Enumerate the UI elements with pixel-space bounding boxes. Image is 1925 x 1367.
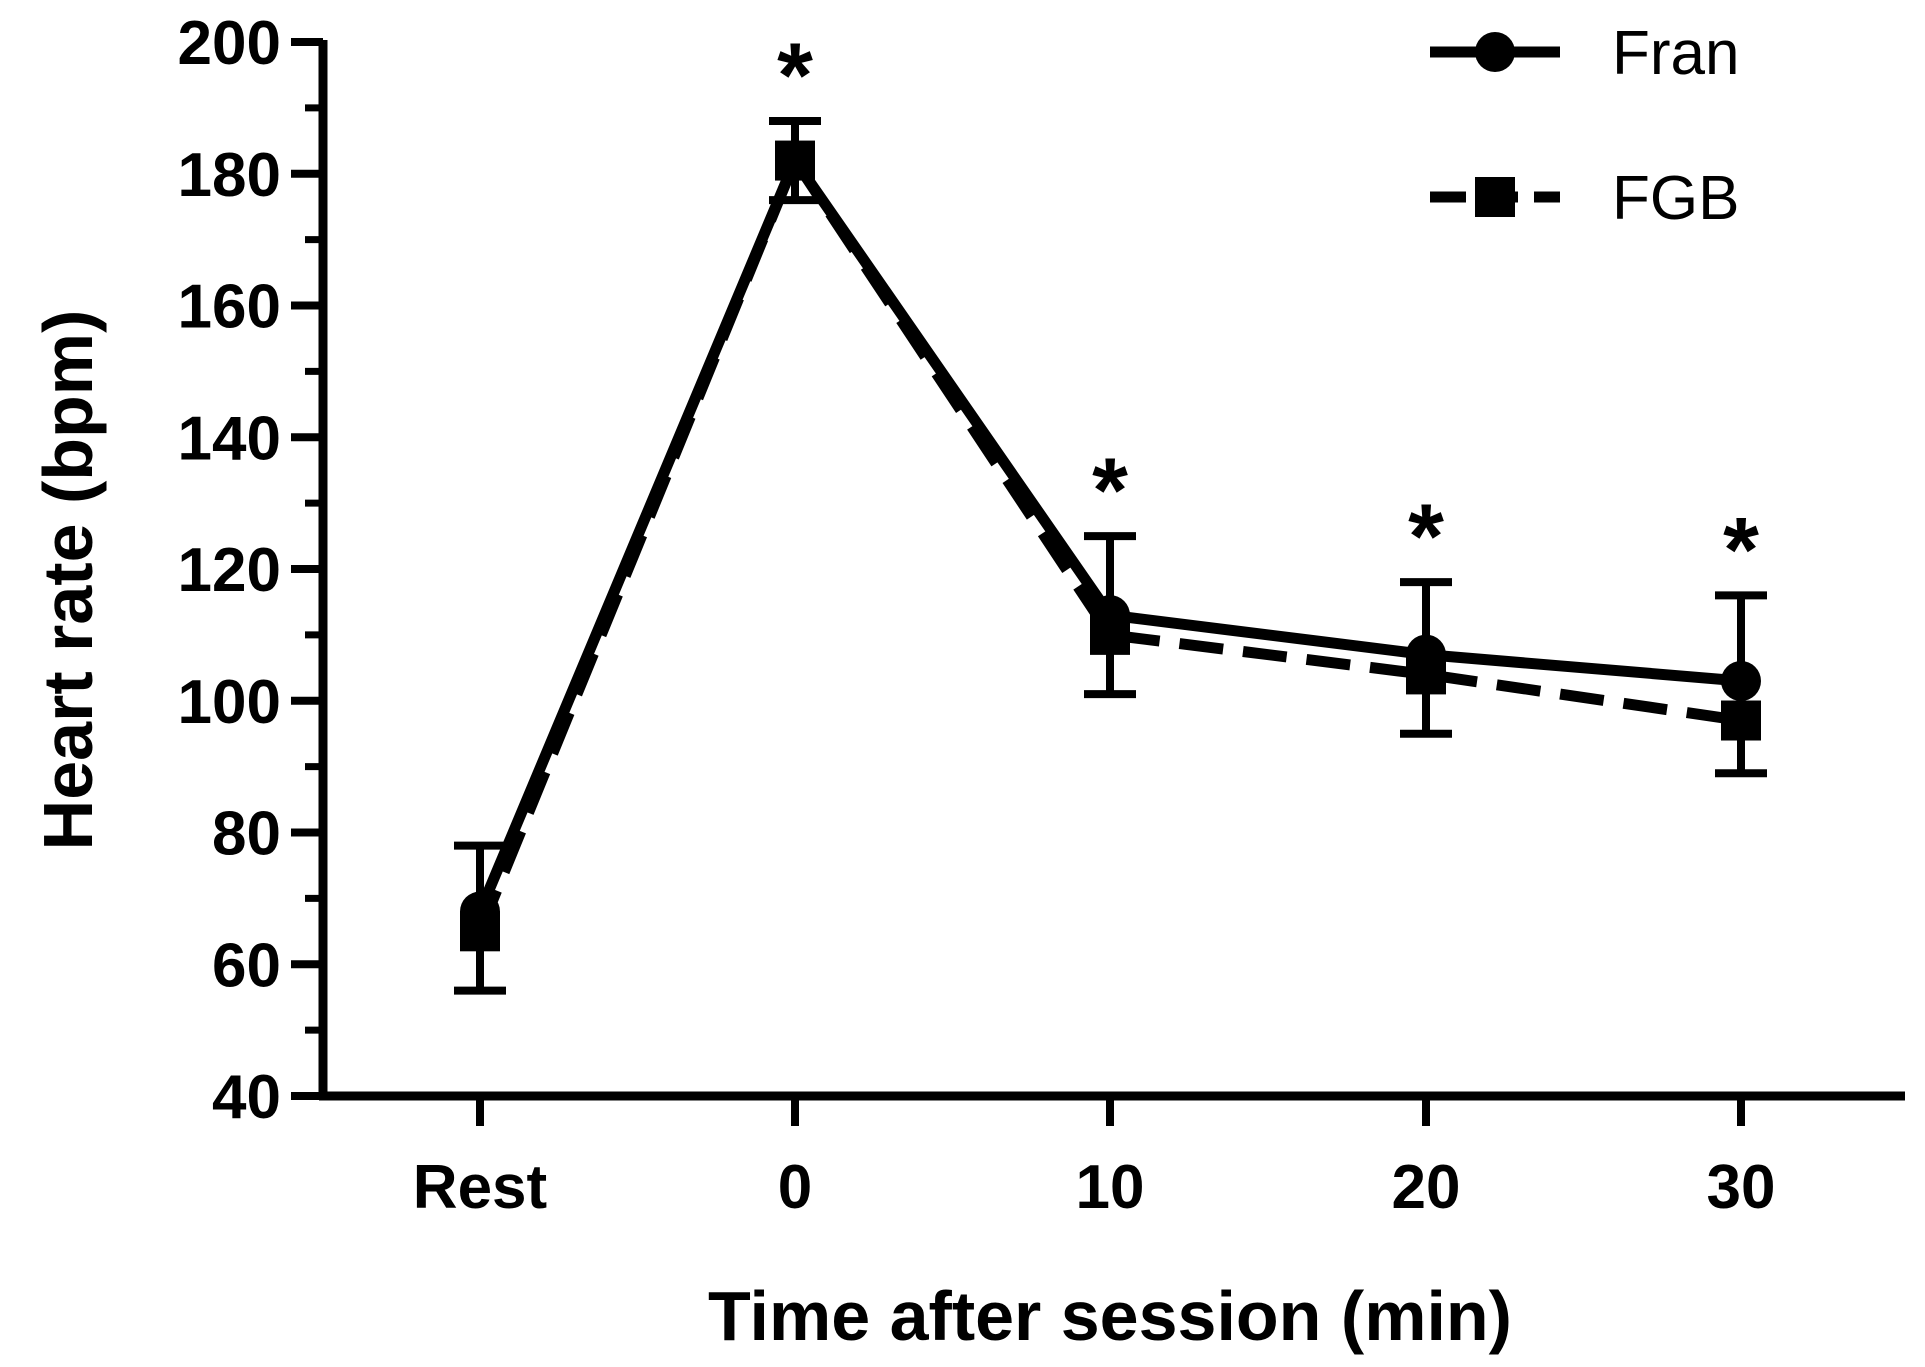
data-point (1721, 660, 1761, 701)
series-layer (454, 117, 1767, 995)
y-tick-label: 160 (178, 273, 281, 342)
y-tick-label: 200 (178, 9, 281, 78)
significance-asterisk: * (1723, 499, 1759, 601)
y-axis-ticks: 40 60 80 100 120 140 160 180 200 (178, 9, 323, 1132)
legend-marker-fgb (1475, 177, 1515, 217)
y-tick-label: 100 (178, 668, 281, 737)
legend-label-fran: Fran (1612, 19, 1739, 88)
legend-marker-fran (1475, 32, 1515, 72)
x-tick-label: Rest (413, 1153, 547, 1222)
x-tick-label: 20 (1392, 1153, 1461, 1222)
legend-entry-fgb: FGB (1430, 164, 1739, 233)
y-tick-label: 60 (212, 931, 281, 1000)
y-axis-title: Heart rate (bpm) (29, 310, 107, 851)
x-tick-label: 30 (1707, 1153, 1776, 1222)
x-tick-label: 10 (1076, 1153, 1145, 1222)
y-tick-label: 180 (178, 141, 281, 210)
data-point (460, 911, 500, 952)
significance-asterisk: * (777, 25, 813, 127)
series-fgb (454, 140, 1767, 995)
significance-annotations: * * * * (777, 25, 1759, 601)
legend: Fran FGB (1430, 19, 1739, 233)
data-point (1721, 700, 1761, 741)
data-point (1090, 614, 1130, 655)
data-point (775, 140, 815, 181)
y-tick-label: 140 (178, 404, 281, 473)
legend-label-fgb: FGB (1612, 164, 1739, 233)
legend-entry-fran: Fran (1430, 19, 1739, 88)
significance-asterisk: * (1408, 486, 1444, 588)
x-tick-label: 0 (778, 1153, 812, 1222)
series-line-fgb (474, 155, 1742, 934)
y-tick-label: 80 (212, 800, 281, 869)
significance-asterisk: * (1092, 440, 1128, 542)
y-tick-label: 40 (212, 1063, 281, 1132)
x-axis-title: Time after session (min) (708, 1277, 1512, 1355)
y-tick-label: 120 (178, 536, 281, 605)
data-point (1406, 654, 1446, 695)
x-axis-ticks: Rest 0 10 20 30 (413, 1096, 1776, 1222)
